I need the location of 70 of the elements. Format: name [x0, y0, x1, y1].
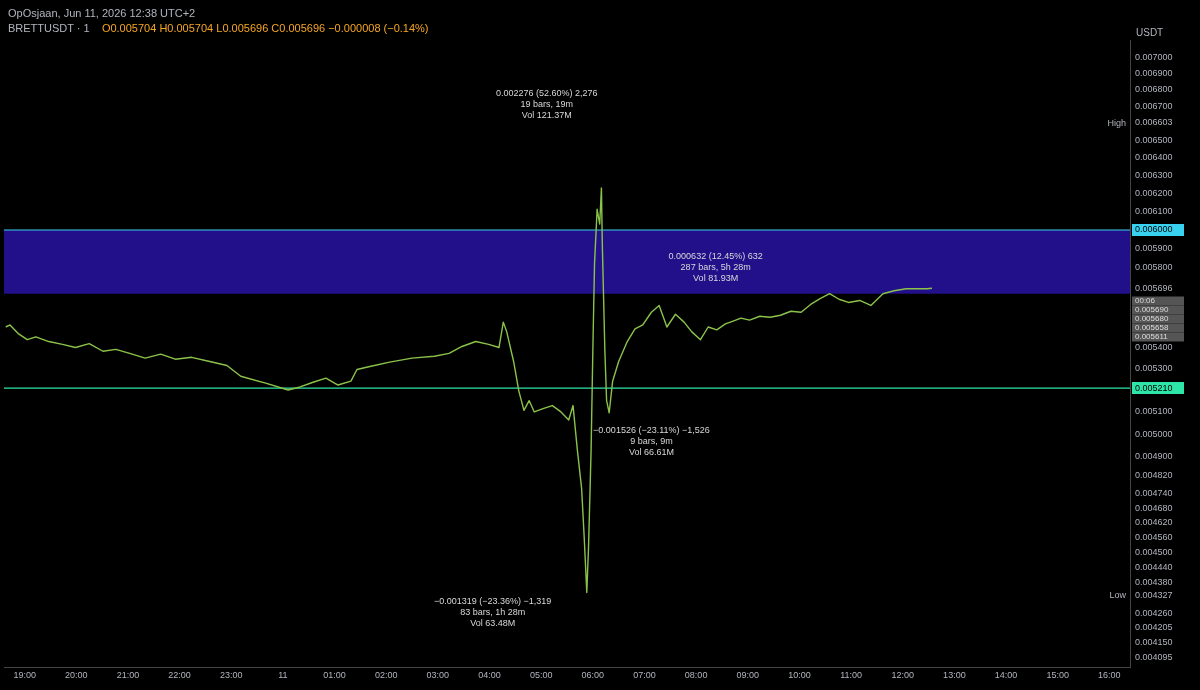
- x-tick-label: 14:00: [994, 670, 1018, 681]
- y-tick-label: 0.004620: [1135, 517, 1173, 528]
- annotation: 0.002276 (52.60%) 2,276 19 bars, 19m Vol 121.37M: [495, 88, 598, 121]
- x-tick-label: 19:00: [13, 670, 36, 681]
- y-tick-label: 0.006700: [1135, 100, 1173, 111]
- annotation: 0.000632 (12.45%) 632 287 bars, 5h 28m Vol 81.93M: [668, 250, 763, 283]
- y-tick-label: 0.004680: [1135, 502, 1173, 513]
- x-tick-label: 10:00: [788, 670, 811, 681]
- x-tick-label: 09:00: [736, 670, 760, 681]
- x-tick-label: 04:00: [478, 670, 501, 681]
- y-tick-label: 0.005800: [1135, 262, 1173, 273]
- y-tick-label: 0.006100: [1135, 205, 1173, 216]
- text: 0.005658: [1135, 323, 1169, 333]
- y-tick-label: 0.004260: [1135, 607, 1173, 618]
- y-tick-label: 0.004740: [1135, 488, 1173, 499]
- y-tick-label: 0.004380: [1135, 576, 1173, 587]
- x-tick-label: 11: [278, 670, 288, 681]
- y-tick-label: 0.004500: [1135, 546, 1173, 557]
- y-tick-label: 0.004150: [1135, 637, 1173, 648]
- chart-title: BRETTUSDT · 1: [8, 22, 90, 34]
- x-tick-label: 20:00: [65, 670, 88, 681]
- text: 0.005611: [1135, 332, 1169, 342]
- x-tick-label: 08:00: [684, 670, 708, 681]
- ref-line-label: 0.006000: [1135, 224, 1173, 235]
- x-tick-label: 22:00: [168, 670, 191, 681]
- y-tick-label: 0.005400: [1135, 342, 1173, 353]
- x-tick-label: 02:00: [374, 670, 398, 681]
- y-tick-label: 0.005696: [1135, 282, 1173, 293]
- annotation: Low: [1109, 590, 1127, 601]
- y-tick-label: 0.006300: [1135, 169, 1173, 180]
- x-tick-label: 13:00: [943, 670, 966, 681]
- x-tick-label: 07:00: [633, 670, 656, 681]
- y-tick-label: 0.006603: [1135, 117, 1173, 128]
- y-tick-label: 0.005100: [1135, 406, 1173, 417]
- y-tick-label: 0.004440: [1135, 561, 1173, 572]
- x-tick-label: 01:00: [323, 670, 346, 681]
- annotation: −0.001319 (−23.36%) −1,319 83 bars, 1h 28m Vol 63.48M: [434, 595, 552, 628]
- x-tick-label: 03:00: [426, 670, 450, 681]
- y-tick-label: 0.007000: [1135, 51, 1173, 62]
- text: 0.005690: [1135, 305, 1169, 315]
- text: 0.005680: [1135, 314, 1169, 324]
- x-tick-label: 06:00: [581, 670, 605, 681]
- y-tick-label: 0.004820: [1135, 469, 1173, 480]
- x-tick-label: 16:00: [1098, 670, 1121, 681]
- y-tick-label: 0.004900: [1135, 451, 1173, 462]
- y-tick-label: 0.006500: [1135, 134, 1173, 145]
- y-tick-label: 0.005300: [1135, 363, 1173, 374]
- x-tick-label: 12:00: [891, 670, 914, 681]
- text: OpOsjaan, Jun 11, 2026 12:38 UTC+2: [8, 7, 196, 20]
- y-tick-label: 0.004560: [1135, 531, 1173, 542]
- ref-line-label: 0.005210: [1135, 382, 1173, 393]
- y-tick-label: 0.004327: [1135, 590, 1173, 601]
- y-tick-label: 0.006900: [1135, 68, 1173, 79]
- y-tick-label: 0.005000: [1135, 428, 1173, 439]
- y-tick-label: 0.006400: [1135, 152, 1173, 163]
- x-tick-label: 15:00: [1046, 670, 1069, 681]
- y-tick-label: 0.004205: [1135, 622, 1173, 633]
- x-tick-label: 23:00: [220, 670, 243, 681]
- x-tick-label: 11:00: [840, 670, 863, 681]
- y-tick-label: 0.006800: [1135, 84, 1173, 95]
- x-tick-label: 21:00: [116, 670, 140, 681]
- chart-subtitle: O0.005704 H0.005704 L0.005696 C0.005696 −0.000008 (−0.14%): [101, 22, 429, 34]
- y-tick-label: 0.006200: [1135, 187, 1173, 198]
- x-tick-label: 05:00: [529, 670, 553, 681]
- y-tick-label: 0.004095: [1135, 652, 1173, 663]
- text: 00:06: [1135, 296, 1156, 306]
- y-tick-label: 0.005900: [1135, 243, 1173, 254]
- annotation: High: [1107, 117, 1126, 128]
- y-axis-title: USDT: [1136, 27, 1164, 38]
- annotation: −0.001526 (−23.11%) −1,526 9 bars, 9m Vol 66.61M: [593, 424, 710, 457]
